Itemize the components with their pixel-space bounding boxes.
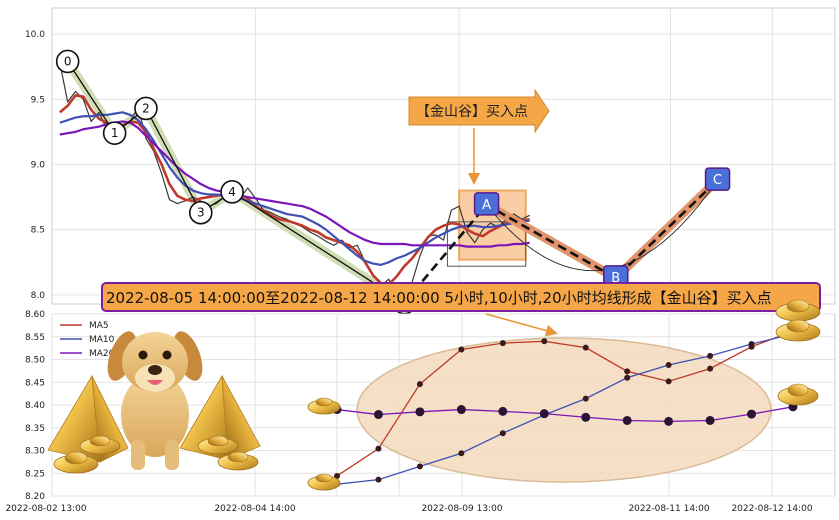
callout-arrow-shape bbox=[408, 88, 550, 134]
highlight-ellipse bbox=[356, 337, 772, 483]
bottom-point-ma5 bbox=[541, 338, 548, 345]
wave-marker-4 bbox=[220, 180, 244, 204]
bottom-y-tick-label: 8.35 bbox=[25, 424, 45, 434]
bottom-point-ma10 bbox=[665, 361, 672, 368]
bottom-x-tick-label: 2022-08-12 14:00 bbox=[731, 504, 812, 514]
bottom-point-ma20 bbox=[539, 409, 549, 419]
wave-marker-label-2: 2 bbox=[142, 101, 150, 115]
bottom-point-ma20 bbox=[373, 410, 383, 420]
bottom-point-ma20 bbox=[415, 407, 425, 417]
bottom-y-tick-label: 8.45 bbox=[25, 378, 45, 388]
bottom-point-ma5 bbox=[334, 472, 340, 479]
top-y-tick-label: 8.0 bbox=[31, 291, 46, 301]
bottom-point-ma5 bbox=[499, 340, 506, 347]
legend: MA5 MA10 MA20 bbox=[60, 321, 115, 359]
bottom-y-tick-label: 8.40 bbox=[25, 401, 45, 411]
bottom-y-tick-label: 8.60 bbox=[25, 310, 45, 320]
puppy-illustration bbox=[107, 331, 203, 470]
wave-marker-label-1: 1 bbox=[111, 126, 119, 140]
bottom-point-ma20 bbox=[622, 415, 632, 425]
bottom-point-ma10 bbox=[582, 395, 589, 402]
wave-lines bbox=[67, 61, 405, 304]
bottom-point-ma5 bbox=[416, 381, 423, 388]
bottom-y-axis: 8.20 8.25 8.30 8.35 8.40 8.45 8.50 8.55 8.60 bbox=[25, 310, 45, 502]
bottom-point-ma5 bbox=[458, 346, 465, 353]
bottom-x-tick-label: 2022-08-11 14:00 bbox=[628, 504, 709, 514]
bottom-point-ma20 bbox=[498, 406, 508, 416]
legend-label-ma10: MA10 bbox=[89, 335, 115, 345]
projection-marker-A bbox=[473, 192, 500, 216]
bottom-y-tick-label: 8.50 bbox=[25, 356, 45, 366]
wave-marker-label-0: 0 bbox=[64, 54, 72, 68]
wave-marker-3 bbox=[188, 200, 213, 225]
bottom-point-ma5 bbox=[665, 378, 672, 385]
bottom-y-tick-label: 8.55 bbox=[25, 333, 45, 343]
bottom-point-ma10 bbox=[707, 352, 714, 359]
bottom-series-group bbox=[332, 328, 798, 488]
bottom-point-ma10 bbox=[624, 374, 631, 381]
banner-box bbox=[101, 282, 821, 312]
projection-marker-label-C: C bbox=[713, 173, 722, 188]
projection-marker-label-B: B bbox=[611, 271, 620, 286]
bottom-series-ma10 bbox=[336, 333, 794, 485]
bottom-point-ma5 bbox=[707, 365, 714, 372]
banner-text: 2022-08-05 14:00:00至2022-08-12 14:00:00 … bbox=[106, 289, 772, 307]
bottom-y-tick-label: 8.25 bbox=[25, 469, 45, 479]
projection-marker-label-A: A bbox=[482, 198, 491, 213]
projection-curve bbox=[486, 179, 718, 272]
bottom-y-tick-label: 8.30 bbox=[25, 447, 45, 457]
banner-pointer bbox=[485, 313, 558, 337]
top-y-tick-label: 10.0 bbox=[25, 30, 45, 40]
bottom-point-ma20 bbox=[747, 409, 757, 419]
bottom-y-tick-label: 8.20 bbox=[25, 492, 45, 502]
top-y-tick-label: 8.5 bbox=[31, 226, 45, 236]
bottom-point-ma10 bbox=[416, 463, 423, 470]
bottom-point-ma10 bbox=[499, 430, 506, 437]
top-series-ma5 bbox=[58, 94, 530, 286]
bottom-point-ma10 bbox=[458, 450, 465, 457]
projection-marker-C bbox=[704, 167, 731, 191]
bottom-point-ma20 bbox=[581, 412, 591, 422]
bottom-x-tick-label: 2022-08-02 13:00 bbox=[5, 504, 86, 514]
wave-marker-0 bbox=[55, 49, 80, 74]
gold-ingot-decorations bbox=[53, 299, 821, 491]
callout: 【金山谷】买入点 bbox=[408, 88, 550, 185]
banner: 2022-08-05 14:00:00至2022-08-12 14:00:00 … bbox=[101, 282, 821, 312]
bottom-point-ma10 bbox=[375, 476, 382, 483]
wave-marker-1 bbox=[102, 121, 127, 145]
bottom-point-ma20 bbox=[456, 405, 466, 415]
bottom-x-tick-label: 2022-08-04 14:00 bbox=[214, 504, 295, 514]
wave-marker-label-4: 4 bbox=[228, 185, 236, 199]
bottom-point-ma20 bbox=[705, 415, 715, 425]
bottom-point-ma5 bbox=[375, 445, 382, 452]
bottom-point-ma20 bbox=[664, 416, 674, 426]
wave-connector bbox=[67, 61, 405, 304]
projection-dashed-line bbox=[403, 179, 719, 304]
wave-marker-2 bbox=[134, 96, 158, 121]
bottom-series-ma20 bbox=[336, 406, 794, 423]
top-y-tick-label: 9.0 bbox=[31, 160, 46, 170]
legend-label-ma20: MA20 bbox=[89, 349, 115, 359]
top-y-tick-label: 9.5 bbox=[31, 95, 45, 105]
legend-label-ma5: MA5 bbox=[89, 321, 109, 331]
callout-text: 【金山谷】买入点 bbox=[416, 104, 528, 120]
bottom-point-ma5 bbox=[624, 368, 631, 375]
bottom-series-ma5 bbox=[336, 330, 794, 477]
top-panel: 8.08.59.09.510.0 012345ABC bbox=[25, 7, 836, 315]
wave-marker-label-3: 3 bbox=[197, 206, 205, 220]
bottom-point-ma10 bbox=[748, 341, 755, 348]
top-series-ma10 bbox=[59, 111, 530, 266]
bottom-x-axis: 2022-08-02 13:00 2022-08-04 14:00 2022-08-… bbox=[5, 504, 812, 514]
bottom-point-ma5 bbox=[582, 344, 589, 351]
top-y-axis: 8.0 8.5 9.0 9.5 10.0 bbox=[25, 30, 45, 301]
bottom-x-tick-label: 2022-08-09 13:00 bbox=[421, 504, 502, 514]
